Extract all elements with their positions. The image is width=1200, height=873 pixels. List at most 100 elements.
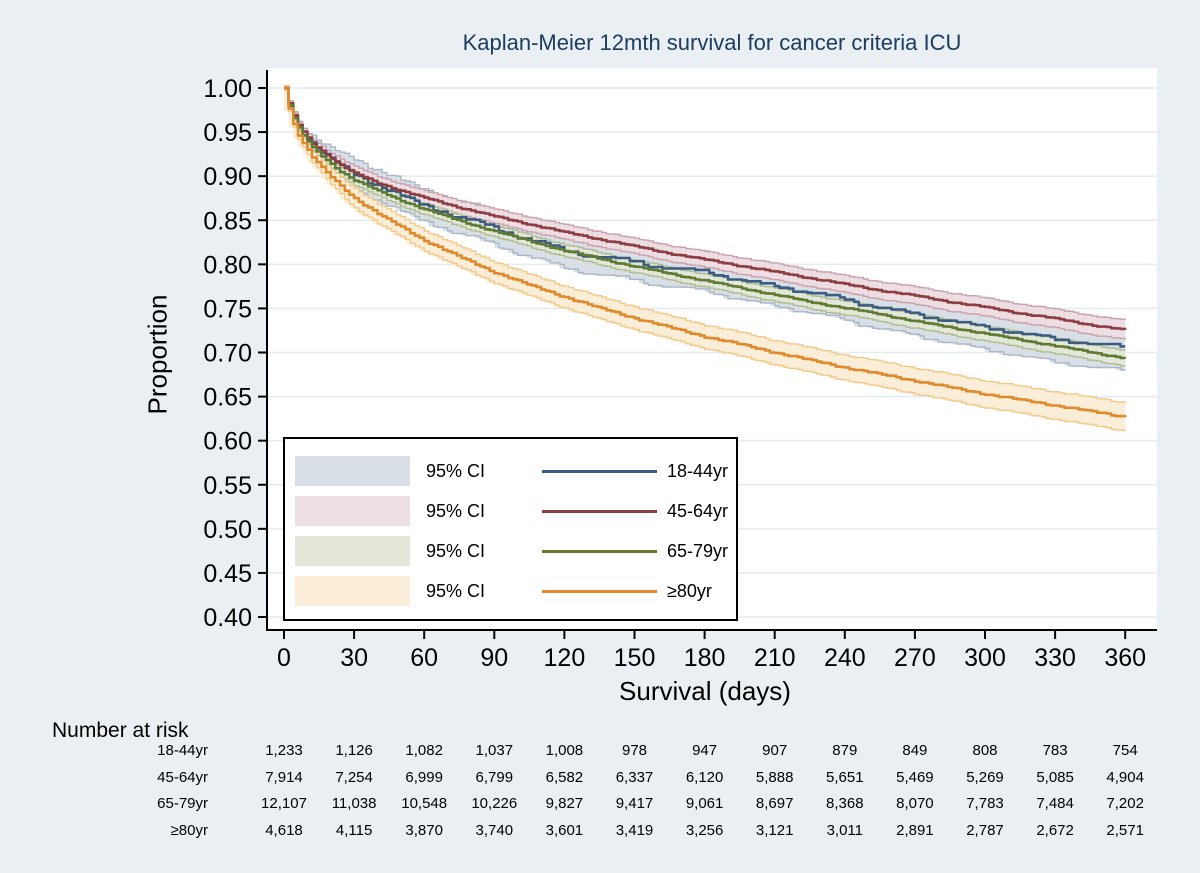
y-tick-label: 0.95 [203, 119, 252, 147]
risk-value: 1,008 [545, 742, 584, 759]
legend-series-label: 45-64yr [667, 500, 729, 521]
y-tick-label: 0.75 [203, 295, 252, 323]
risk-value: 7,484 [1036, 795, 1074, 813]
risk-value: 7,202 [1106, 795, 1144, 813]
y-tick-label: 0.80 [203, 251, 252, 279]
risk-value: 5,469 [896, 768, 934, 786]
legend-ci-label: 95% CI [426, 460, 486, 481]
legend-ci-label: 95% CI [426, 500, 486, 521]
risk-value: 7,254 [335, 768, 373, 786]
risk-value: 808 [972, 742, 998, 759]
risk-value: 8,368 [826, 795, 864, 813]
risk-value: 9,417 [615, 795, 654, 813]
legend-ci-label: 95% CI [426, 540, 486, 561]
legend-row: 95% CI 65-79yr [285, 531, 736, 571]
risk-value: 978 [621, 742, 648, 759]
x-tick-label: 210 [754, 644, 796, 672]
survival-curve [284, 86, 1127, 331]
x-tick-label: 60 [410, 644, 438, 672]
legend-series-label: ≥80yr [667, 580, 712, 601]
risk-table-heading: Number at risk [52, 719, 189, 742]
x-tick-label: 300 [964, 644, 1006, 672]
legend-ci-swatch [295, 456, 410, 486]
legend-box: 95% CI 18-44yr 95% CI 45-64yr 95% CI 65-79yr 9… [283, 437, 738, 621]
y-tick-label: 1.00 [203, 75, 252, 103]
risk-value: 1,126 [335, 742, 373, 759]
risk-value: 4,904 [1106, 768, 1144, 786]
risk-row-label: ≥80yr [170, 822, 208, 840]
y-tick-label: 0.85 [203, 207, 252, 235]
risk-value: 754 [1112, 742, 1138, 759]
y-tick-label: 0.55 [203, 472, 252, 500]
legend-row: 95% CI ≥80yr [285, 571, 736, 611]
risk-value: 5,651 [826, 768, 864, 786]
chart-title: Kaplan-Meier 12mth survival for cancer c… [462, 30, 962, 55]
legend-line-swatch [542, 549, 657, 553]
risk-value: 6,999 [405, 768, 443, 786]
x-tick-label: 270 [894, 644, 936, 672]
risk-value: 12,107 [261, 795, 307, 813]
x-tick-label: 180 [684, 644, 726, 672]
risk-value: 3,256 [685, 822, 724, 840]
x-tick-label: 240 [824, 644, 866, 672]
legend-ci-swatch [295, 536, 410, 566]
risk-value: 3,011 [826, 822, 864, 840]
risk-value: 3,870 [405, 822, 443, 840]
ci-band-edge [284, 89, 1126, 367]
risk-value: 7,783 [966, 795, 1004, 813]
survival-curve [284, 86, 1127, 360]
x-tick-label: 30 [340, 644, 368, 672]
x-tick-label: 360 [1104, 644, 1146, 672]
legend-row: 95% CI 45-64yr [285, 491, 736, 531]
legend-ci-swatch [295, 576, 410, 606]
survival-curve [284, 86, 1127, 418]
risk-value: 9,061 [685, 795, 724, 813]
risk-value: 849 [902, 742, 928, 759]
risk-value: 3,740 [475, 822, 514, 840]
legend-line-swatch [542, 589, 657, 593]
x-tick-label: 0 [277, 644, 291, 672]
risk-value: 2,571 [1106, 822, 1144, 840]
legend-ci-swatch [295, 496, 410, 526]
legend-row: 95% CI 18-44yr [285, 451, 736, 491]
risk-value: 10,226 [471, 795, 518, 813]
risk-value: 7,914 [265, 768, 303, 786]
risk-value: 2,672 [1036, 822, 1074, 840]
ci-band-edge [284, 89, 1126, 432]
x-tick-label: 150 [614, 644, 656, 672]
y-tick-label: 0.60 [203, 428, 252, 456]
risk-value: 3,601 [545, 822, 584, 840]
risk-value: 6,799 [475, 768, 514, 786]
risk-value: 5,085 [1036, 768, 1074, 786]
x-tick-label: 330 [1034, 644, 1076, 672]
risk-value: 6,337 [615, 768, 654, 786]
risk-row-label: 65-79yr [157, 795, 208, 813]
ci-band [284, 85, 1126, 432]
y-tick-label: 0.40 [203, 604, 252, 632]
risk-value: 3,121 [755, 822, 794, 840]
risk-value: 907 [762, 742, 788, 759]
risk-value: 9,827 [545, 795, 584, 813]
y-tick-label: 0.90 [203, 163, 252, 191]
ci-band-edge [284, 89, 1126, 371]
risk-value: 6,582 [545, 768, 584, 786]
ci-band [284, 85, 1126, 367]
risk-value: 4,115 [335, 822, 373, 840]
y-tick-label: 0.70 [203, 340, 252, 368]
legend-series-label: 65-79yr [667, 540, 729, 561]
y-tick-label: 0.45 [203, 560, 252, 588]
risk-value: 10,548 [401, 795, 448, 813]
risk-value: 2,787 [966, 822, 1004, 840]
legend-series-label: 18-44yr [667, 460, 729, 481]
ci-band-edge [284, 85, 1126, 404]
risk-row-label: 45-64yr [157, 768, 208, 786]
risk-value: 2,891 [896, 822, 934, 840]
legend-line-swatch [542, 509, 657, 513]
risk-value: 947 [692, 742, 718, 759]
ci-band-edge [284, 85, 1126, 321]
survival-curve [284, 86, 1126, 348]
risk-value: 8,697 [755, 795, 794, 813]
risk-value: 783 [1042, 742, 1068, 759]
